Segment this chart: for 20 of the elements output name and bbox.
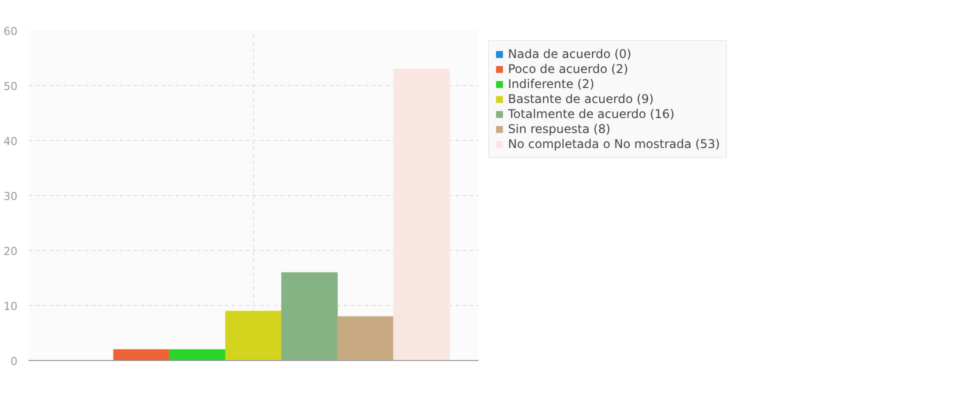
bar [337,316,394,360]
legend-label: Sin respuesta (8) [508,122,610,136]
legend-label: Indiferente (2) [508,77,594,91]
bar [225,310,282,360]
legend-label: Nada de acuerdo (0) [508,47,632,61]
legend-label: Poco de acuerdo (2) [508,62,628,76]
y-tick-label: 60 [4,25,18,38]
y-tick-label: 10 [4,300,18,313]
y-tick-label: 20 [4,245,18,258]
y-tick-label: 40 [4,135,18,148]
bar [393,68,450,360]
bar [169,349,226,360]
legend-label: Bastante de acuerdo (9) [508,92,654,106]
y-tick-label: 50 [4,80,18,93]
bar [281,272,338,360]
y-tick-label: 0 [10,355,18,368]
legend-label: Totalmente de acuerdo (16) [508,107,674,121]
legend-label: No completada o No mostrada (53) [508,137,720,151]
y-tick-label: 30 [4,190,18,203]
bar [113,349,170,360]
